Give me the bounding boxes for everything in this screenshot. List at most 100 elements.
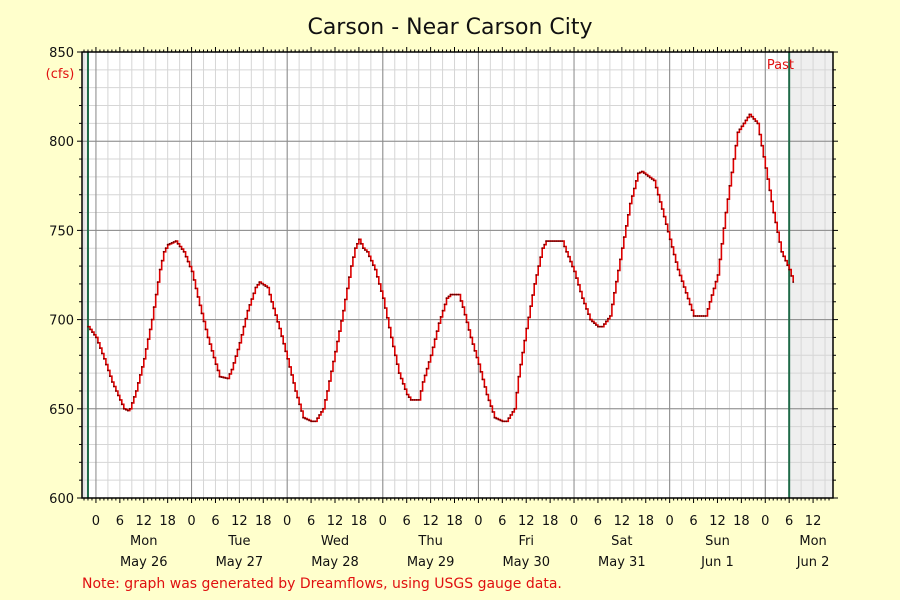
flow-data-point xyxy=(375,275,378,278)
flow-data-point xyxy=(427,361,430,363)
flow-data-point xyxy=(535,274,538,276)
flow-data-point xyxy=(280,335,283,337)
x-date-label: Jun 1 xyxy=(700,555,734,570)
flow-data-point xyxy=(260,282,263,285)
flow-data-point xyxy=(212,356,215,359)
flow-data-point xyxy=(567,255,569,258)
flow-data-point xyxy=(304,417,306,420)
x-date-label: May 29 xyxy=(407,555,455,570)
flow-data-point xyxy=(511,411,514,413)
flow-data-point xyxy=(236,348,239,351)
x-hour-label: 0 xyxy=(379,514,387,529)
flow-data-point xyxy=(202,320,205,323)
flow-data-point xyxy=(262,283,265,286)
y-tick-label: 650 xyxy=(49,403,74,418)
flow-data-point xyxy=(111,381,113,383)
flow-data-point xyxy=(746,116,749,119)
flow-data-point xyxy=(117,394,119,397)
flow-data-point xyxy=(445,297,448,300)
flow-data-point xyxy=(630,195,633,198)
flow-data-point xyxy=(433,338,436,341)
flow-data-point xyxy=(638,171,641,174)
flow-data-point xyxy=(314,420,316,423)
flow-data-point xyxy=(97,341,99,344)
x-hour-label: 6 xyxy=(498,514,506,529)
flow-data-point xyxy=(222,376,225,379)
flow-data-point xyxy=(457,293,460,296)
flow-data-point xyxy=(722,227,725,230)
x-day-label: Thu xyxy=(417,534,442,549)
flow-data-point xyxy=(312,420,314,423)
flow-data-point xyxy=(180,248,183,251)
flow-data-point xyxy=(617,269,619,272)
flow-data-point xyxy=(381,297,384,300)
flow-data-point xyxy=(467,329,470,331)
flow-data-point xyxy=(154,293,157,296)
flow-data-point xyxy=(497,418,500,421)
past-label: Past xyxy=(767,58,794,73)
flow-data-point xyxy=(254,286,257,289)
flow-data-point xyxy=(619,258,621,261)
flow-data-point xyxy=(230,368,233,371)
flow-data-point xyxy=(140,366,143,368)
flow-data-point xyxy=(330,370,332,373)
flow-data-point xyxy=(487,399,490,402)
flow-data-point xyxy=(383,307,386,309)
flow-data-point xyxy=(770,200,773,203)
flow-data-point xyxy=(332,360,334,363)
flow-data-point xyxy=(220,376,223,378)
flow-data-point xyxy=(128,407,131,410)
x-hour-label: 12 xyxy=(135,514,152,529)
flow-data-point xyxy=(405,393,408,396)
flow-data-point xyxy=(338,330,340,333)
flow-data-point xyxy=(547,240,549,243)
flow-data-point xyxy=(557,240,559,243)
x-hour-label: 18 xyxy=(733,514,750,529)
flow-data-point xyxy=(172,241,175,243)
x-hour-label: 18 xyxy=(542,514,559,529)
flow-data-point xyxy=(658,201,661,203)
flow-data-point xyxy=(730,171,733,174)
flow-data-point xyxy=(666,230,669,233)
flow-data-point xyxy=(505,420,508,423)
x-hour-label: 12 xyxy=(327,514,344,529)
flow-data-point xyxy=(360,242,362,245)
x-date-label: May 31 xyxy=(598,555,646,570)
flow-data-point xyxy=(577,283,579,286)
flow-data-point xyxy=(620,247,623,250)
flow-data-point xyxy=(421,381,424,383)
flow-data-point xyxy=(188,265,191,268)
flow-data-point xyxy=(489,405,492,407)
flow-data-point xyxy=(613,291,615,294)
x-hour-label: 0 xyxy=(761,514,769,529)
plot-frame xyxy=(81,51,834,499)
flow-data-point xyxy=(453,293,456,296)
flow-data-point xyxy=(591,320,593,323)
flow-data-point xyxy=(340,320,342,322)
flow-data-point xyxy=(563,245,565,248)
flow-data-point xyxy=(144,348,147,350)
flow-data-point xyxy=(601,325,603,328)
flow-data-point xyxy=(782,255,785,258)
x-day-label: Sun xyxy=(705,534,730,549)
y-tick-label: 700 xyxy=(49,314,74,329)
flow-data-point xyxy=(575,277,577,279)
flow-data-point xyxy=(571,265,573,268)
flow-data-point xyxy=(415,399,418,401)
flow-data-point xyxy=(760,144,763,147)
flow-data-point xyxy=(553,240,555,243)
flow-data-point xyxy=(656,193,659,196)
flow-data-point xyxy=(501,420,504,423)
flow-data-point xyxy=(423,374,426,377)
flow-data-point xyxy=(597,325,599,328)
flow-data-point xyxy=(758,133,761,136)
flow-data-point xyxy=(417,399,420,401)
flow-data-point xyxy=(158,268,161,271)
flow-data-point xyxy=(628,202,631,205)
flow-data-point xyxy=(461,306,464,308)
flow-data-point xyxy=(264,285,267,287)
flow-data-point xyxy=(132,396,135,398)
flow-data-point xyxy=(393,354,396,357)
flow-data-point xyxy=(178,245,181,248)
